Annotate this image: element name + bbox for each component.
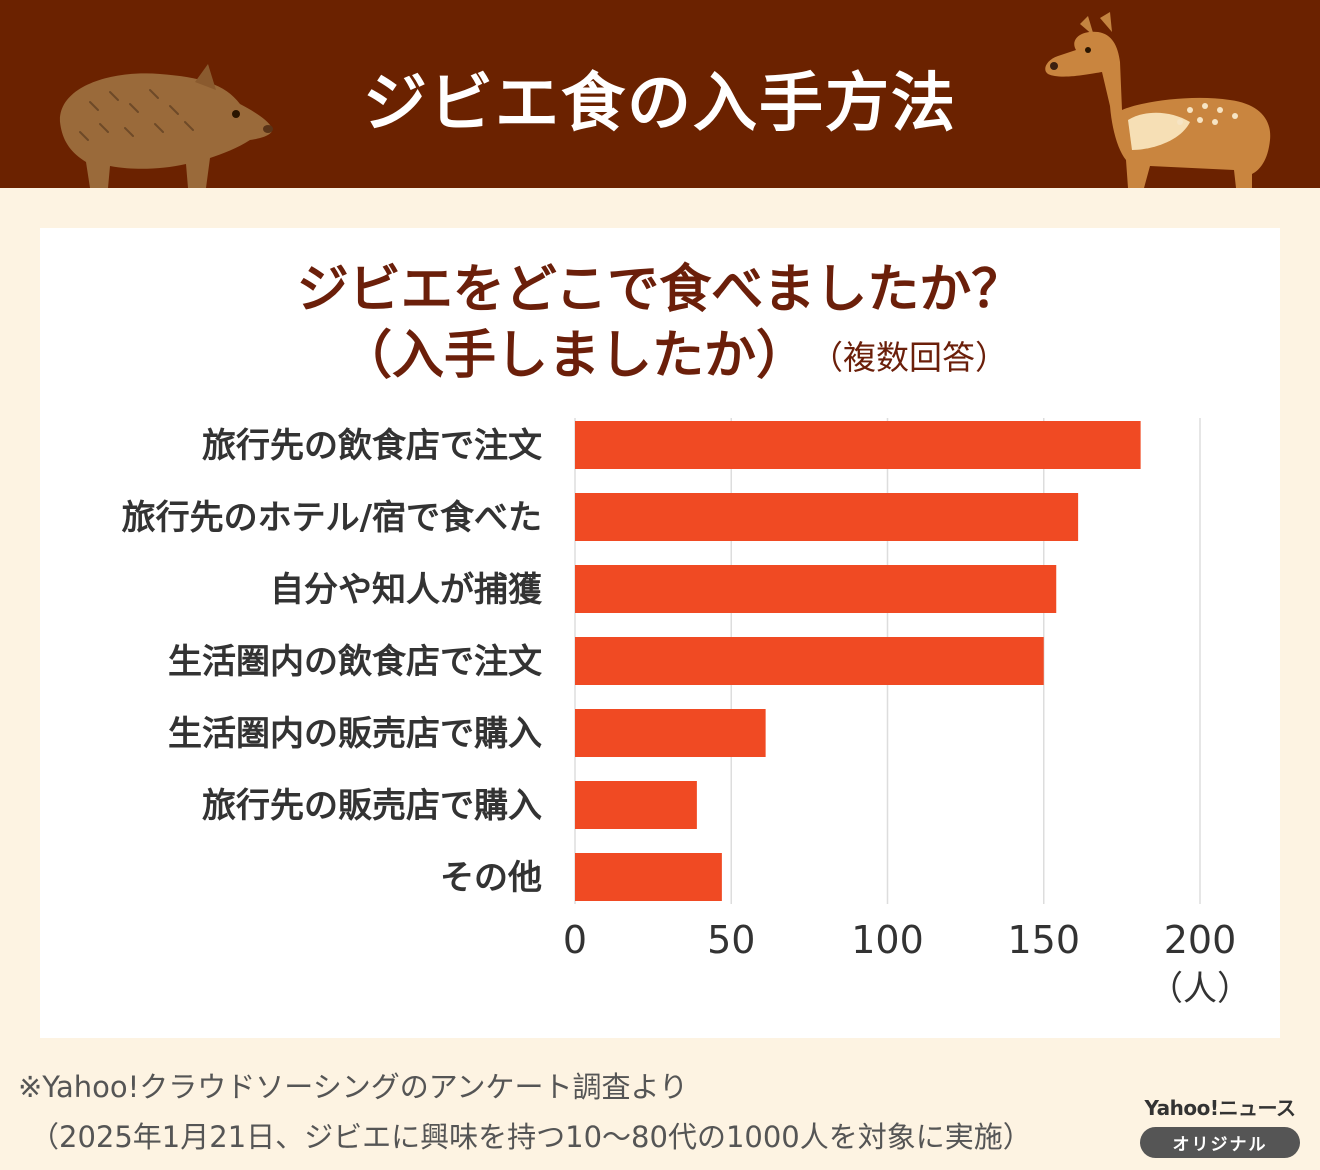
bar: [575, 637, 1044, 685]
source-note: ※Yahoo!クラウドソーシングのアンケート調査より: [18, 1070, 688, 1104]
deer-icon: [1045, 12, 1271, 188]
x-tick-label: 0: [563, 918, 587, 962]
x-tick-label: 200: [1164, 918, 1237, 962]
bar: [575, 853, 722, 901]
multiple-answer-note: （複数回答）: [810, 338, 1008, 377]
category-label: 生活圏内の販売店で購入: [168, 714, 542, 754]
bar: [575, 709, 766, 757]
bar: [575, 565, 1057, 613]
page-title: ジビエ食の入手方法: [363, 67, 957, 141]
x-tick-label: 50: [707, 918, 755, 962]
yahoo-news-logo: Yahoo!ニュース オリジナル: [1140, 1092, 1300, 1158]
x-tick-label: 100: [851, 918, 924, 962]
category-label: 生活圏内の飲食店で注文: [168, 642, 542, 682]
bar: [575, 421, 1141, 469]
chart-panel: ジビエをどこで食べましたか？ （入手しましたか） （複数回答） 0 50 100 15…: [40, 228, 1280, 1038]
category-label: 旅行先の販売店で購入: [202, 786, 542, 826]
category-label: その他: [440, 858, 542, 898]
question-title: ジビエをどこで食べましたか？: [296, 260, 1024, 320]
category-label: 自分や知人が捕獲: [270, 570, 543, 610]
bar: [575, 781, 697, 829]
category-label: 旅行先のホテル/宿で食べた: [122, 498, 542, 538]
question-subtitle: （入手しましたか）: [340, 326, 809, 386]
category-label: 旅行先の飲食店で注文: [202, 426, 542, 466]
bar-chart: 0 50 100 150 200 （人） 旅行先の飲食店で注文旅行先のホテル/宿で食べた自分…: [122, 418, 1251, 1009]
header-banner: ジビエ食の入手方法: [0, 0, 1320, 188]
x-axis-unit: （人）: [1149, 969, 1251, 1009]
brand-badge: オリジナル: [1140, 1127, 1300, 1158]
boar-icon: [59, 64, 273, 188]
x-tick-label: 150: [1007, 918, 1080, 962]
bar: [575, 493, 1079, 541]
survey-details: （2025年1月21日、ジビエに興味を持つ10〜80代の1000人を対象に実施）: [30, 1120, 1032, 1154]
brand-name: Yahoo!ニュース: [1144, 1096, 1296, 1120]
